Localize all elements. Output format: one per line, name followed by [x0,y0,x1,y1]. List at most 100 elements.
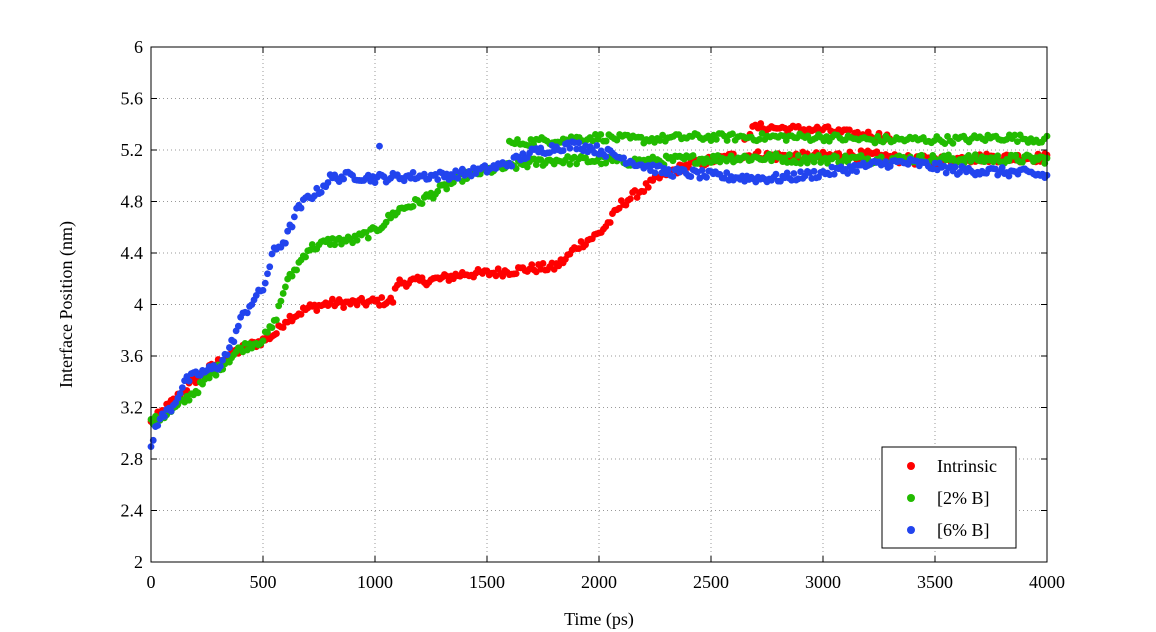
data-point [279,324,287,331]
data-point [223,351,231,359]
data-point [194,389,202,397]
x-tick-label: 3000 [805,572,841,592]
data-point [389,298,397,306]
legend-box [881,446,1017,549]
data-point [458,165,466,173]
data-point [941,140,949,147]
data-point [297,310,305,318]
x-tick-label: 1000 [357,572,393,592]
y-tick-label: 2 [134,552,143,572]
data-point [951,163,959,171]
data-point [602,159,610,167]
y-tick-label: 2.8 [121,449,144,469]
data-point [790,170,798,177]
data-point [277,297,285,305]
data-point [689,152,697,159]
data-point [376,142,383,150]
data-point [656,137,664,144]
data-point [942,169,950,177]
data-point [659,131,667,139]
data-point [161,413,168,420]
data-point [264,270,271,278]
data-point [882,158,890,165]
data-point [167,407,175,415]
data-point [797,168,804,176]
data-point [340,304,348,311]
legend-marker-6pct-b [907,526,915,534]
data-point [757,120,765,127]
data-point [589,137,597,145]
data-point [597,131,605,138]
x-tick-label: 500 [250,572,277,592]
data-point [606,219,614,226]
x-tick-label: 4000 [1029,572,1065,592]
data-point [613,136,621,144]
data-point [904,160,912,168]
data-point [615,204,623,212]
data-point [324,179,332,186]
data-point [259,337,267,345]
data-point [602,137,610,145]
data-point [499,272,507,280]
data-point [698,166,706,174]
legend: Intrinsic [2% B] [6% B] [881,446,1017,549]
data-point [981,137,989,144]
data-point [886,162,894,170]
data-point [994,152,1002,160]
legend-label-intrinsic: Intrinsic [937,456,997,476]
data-point [755,135,763,143]
data-point [651,169,659,177]
data-points [147,120,1051,450]
y-tick-label: 4.8 [121,192,144,212]
data-point [268,250,276,258]
data-point [226,344,233,351]
data-point [727,152,735,160]
data-point [1012,151,1020,159]
data-point [1011,131,1019,139]
data-point [288,272,296,280]
data-point [293,266,300,274]
data-point [626,195,634,203]
y-tick-label: 3.6 [121,346,144,366]
data-point [313,307,321,315]
data-point [420,170,428,178]
data-point [512,270,520,278]
data-point [259,286,267,294]
y-tick-label: 2.4 [121,501,144,521]
legend-label-2pct-b: [2% B] [937,488,990,508]
data-point [971,151,979,159]
data-point [268,324,276,332]
data-point [443,185,451,193]
data-point [290,213,298,221]
data-point [794,152,802,159]
data-point [707,137,715,145]
data-point [284,227,292,235]
data-point [219,356,227,364]
data-point [537,156,545,163]
data-point [783,169,791,177]
data-point [729,130,736,138]
x-tick-label: 0 [147,572,156,592]
data-point [918,151,925,159]
data-point [539,260,547,267]
data-point [824,159,831,167]
data-point [665,166,672,173]
data-point [815,152,822,159]
data-point [1005,157,1013,165]
data-point [331,241,339,249]
data-point [261,279,269,287]
x-axis-label: Time (ps) [564,609,634,630]
data-point [786,151,793,159]
data-point [230,338,238,346]
data-point [185,377,193,385]
data-point [723,137,731,144]
data-point [723,169,731,177]
data-point [454,174,462,182]
data-point [637,133,645,141]
data-point [772,170,780,178]
data-point [559,147,567,154]
data-point [264,328,271,336]
legend-marker-2pct-b [907,494,915,502]
series-2 [147,138,1051,450]
